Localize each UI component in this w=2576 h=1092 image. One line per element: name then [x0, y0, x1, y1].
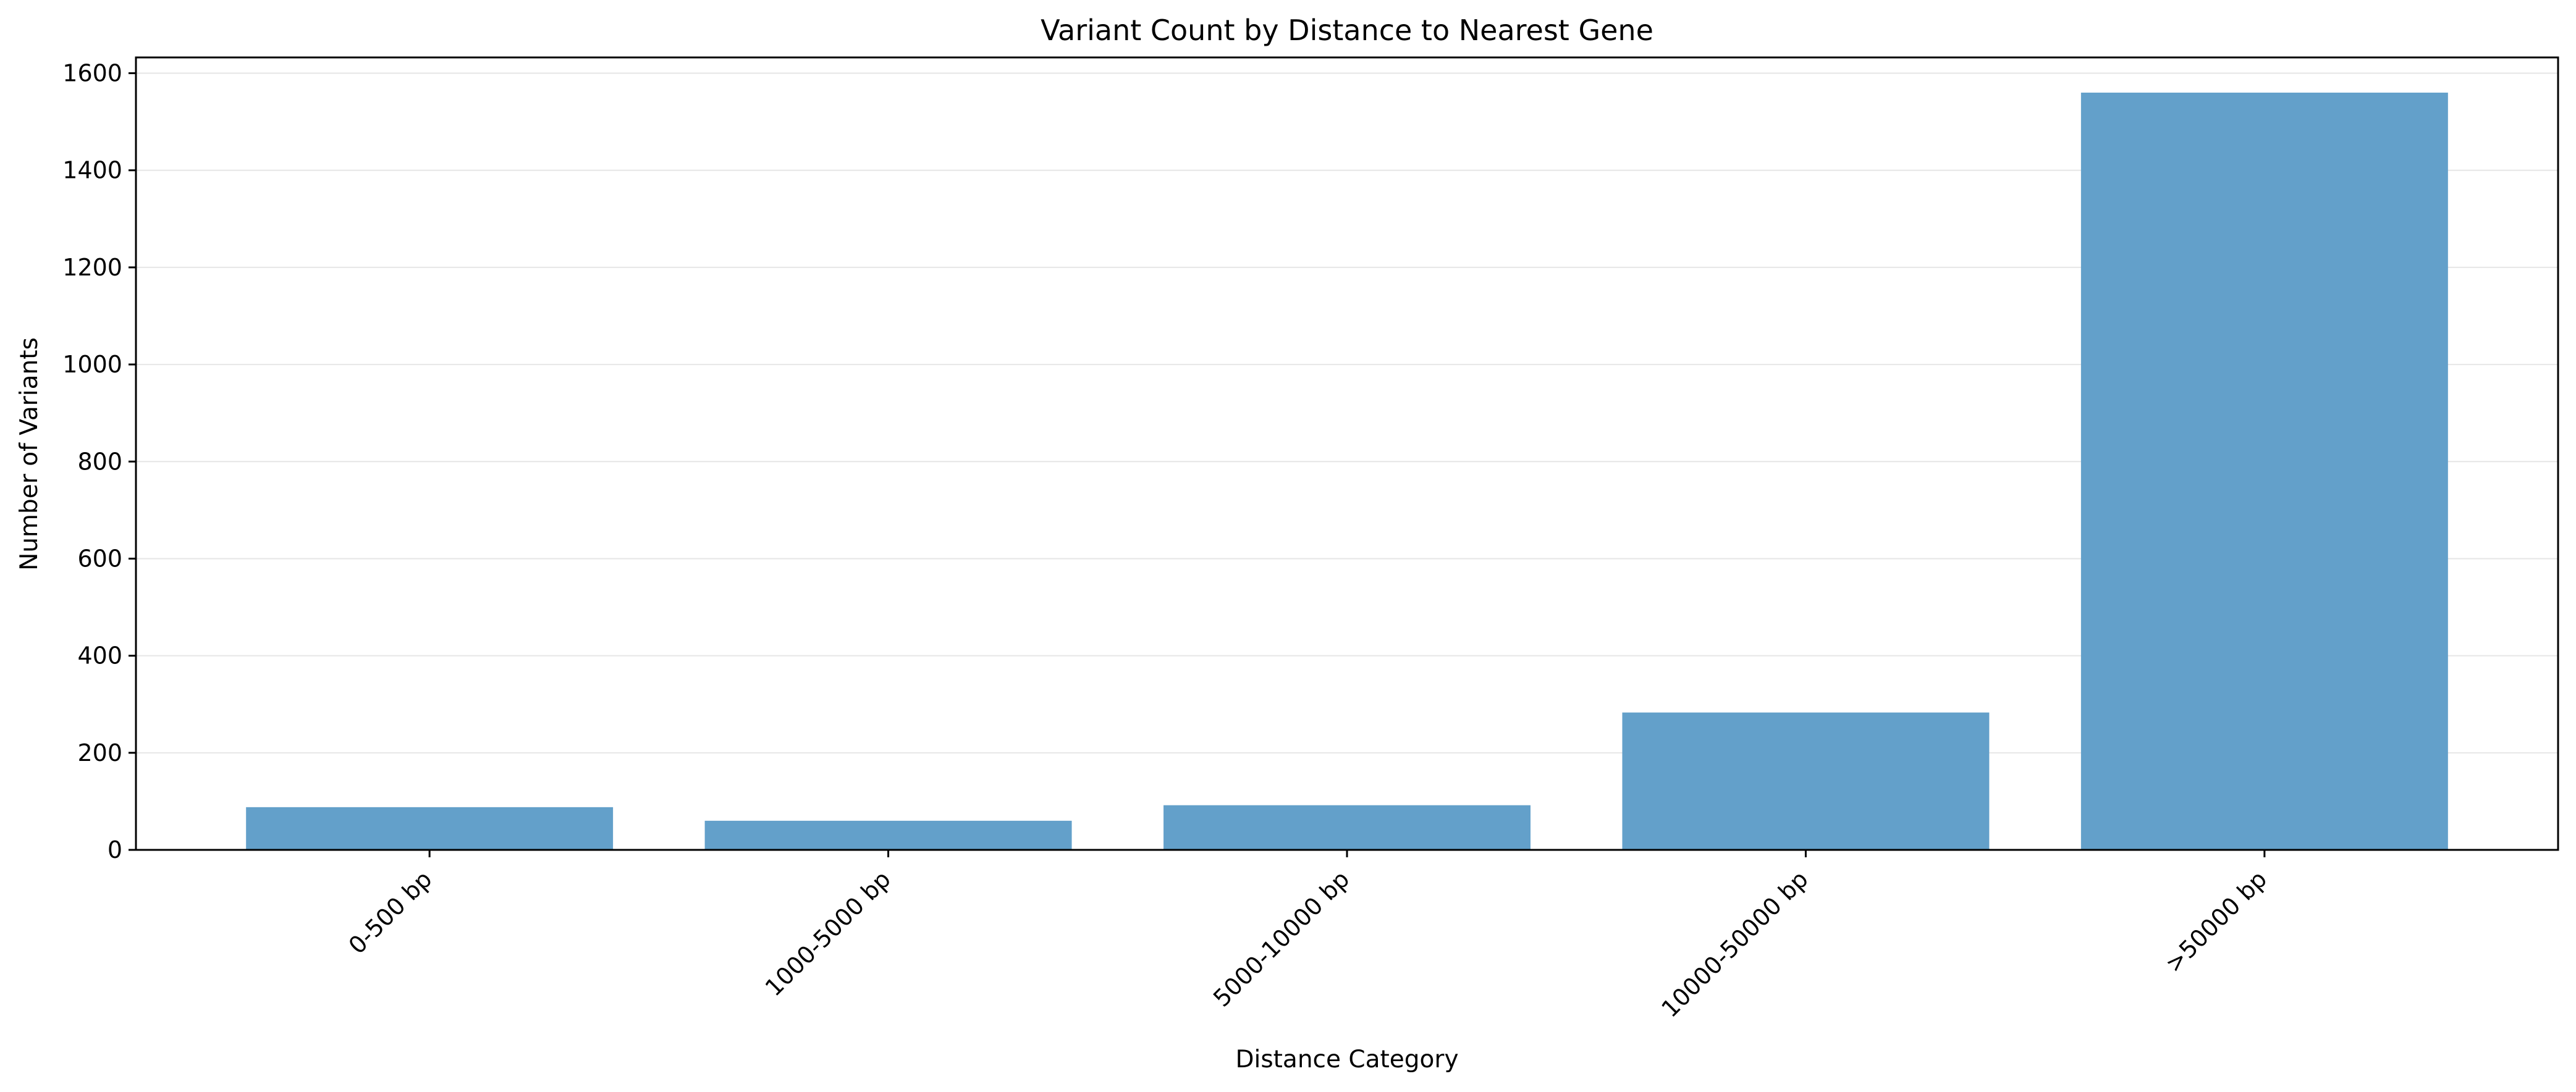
x-tick-label: 5000-10000 bp [1208, 865, 1354, 1012]
x-tick-label: 1000-5000 bp [760, 865, 896, 1001]
grid-lines [136, 72, 2558, 850]
y-tick-label: 1000 [62, 351, 122, 378]
bar [1622, 712, 1990, 850]
bar [704, 820, 1072, 850]
chart-title: Variant Count by Distance to Nearest Gen… [1041, 14, 1653, 47]
y-tick-label: 200 [77, 739, 122, 766]
x-axis-title: Distance Category [1235, 1046, 1458, 1073]
y-tick-label: 800 [77, 448, 122, 475]
y-tick-label: 1600 [62, 60, 122, 87]
x-axis-ticks: 0-500 bp 1000-5000 bp 5000-10000 bp 10000-5… [344, 850, 2272, 1023]
x-tick-label: 10000-50000 bp [1656, 865, 1813, 1022]
y-axis-title: Number of Variants [15, 337, 43, 571]
bar [2080, 92, 2448, 850]
y-tick-label: 400 [77, 642, 122, 670]
bar [1163, 805, 1531, 850]
y-axis-ticks: 0 200 400 600 800 1000 1200 1400 1600 [62, 60, 136, 863]
y-tick-label: 1200 [62, 254, 122, 281]
bars [246, 92, 2448, 850]
y-tick-label: 1400 [62, 157, 122, 184]
bar [246, 807, 614, 850]
x-tick-label: 0-500 bp [344, 865, 437, 959]
y-tick-label: 0 [108, 836, 122, 863]
y-tick-label: 600 [77, 545, 122, 572]
x-tick-label: >50000 bp [2160, 865, 2272, 978]
